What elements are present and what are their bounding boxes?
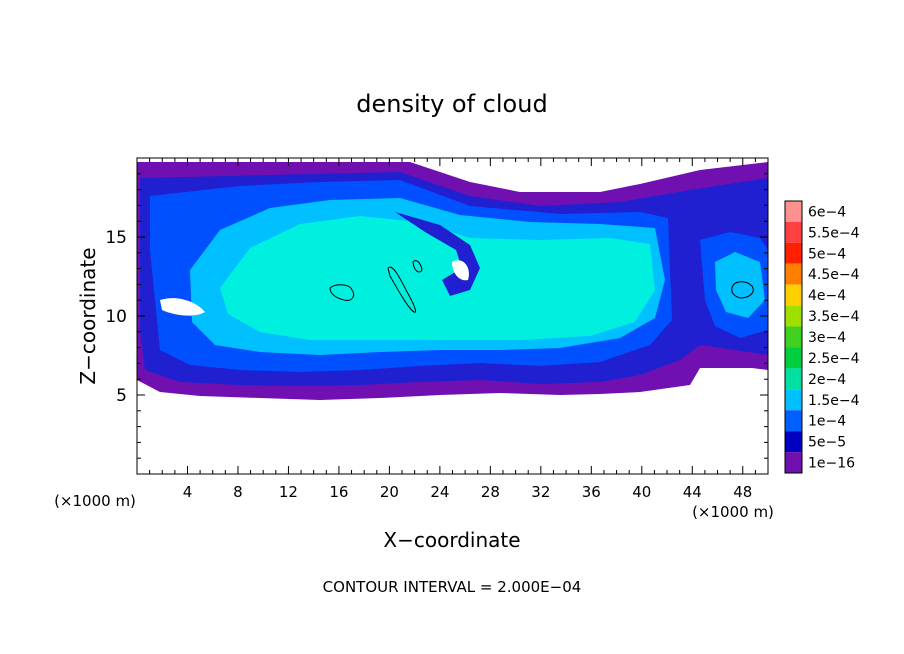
colorbar-label: 1e−16 [808,456,855,472]
colorbar-swatch [785,284,802,306]
colorbar-swatch [785,201,802,222]
colorbar-label: 6e−4 [808,204,846,220]
colorbar-label: 4.5e−4 [808,267,860,283]
y-axis: 5 10 15 [105,173,768,459]
colorbar-label: 5.5e−4 [808,225,860,241]
x-tick-label: 40 [632,483,651,501]
x-tick-label: 20 [380,483,399,501]
x-tick-label: 48 [733,483,752,501]
colorbar-label: 3e−4 [808,330,846,346]
x-axis: 4 8 12 16 20 24 28 32 36 40 44 48 [149,158,756,501]
x-tick-label: 44 [683,483,702,501]
left-gap [160,298,205,316]
colorbar-label: 2.5e−4 [808,351,860,367]
colorbar-swatch [785,452,802,473]
x-tick-label: 24 [430,483,449,501]
contour-field [137,158,768,474]
colorbar-label: 1.5e−4 [808,393,860,409]
colorbar-label: 5e−5 [808,435,846,451]
colorbar-label: 2e−4 [808,372,846,388]
colorbar-swatch [785,242,802,264]
colorbar-swatch [785,305,802,327]
contour-line-2 [387,266,417,313]
colorbar-swatch [785,389,802,411]
colorbar-swatch [785,263,802,285]
x-axis-label: X−coordinate [383,528,520,552]
right-plume-core [715,252,765,318]
contour-line-1 [329,284,355,301]
colorbar: 6e−4 5.5e−4 5e−4 4.5e−4 4e−4 3.5e−4 3e−4 2.5e−4… [784,200,860,474]
x-tick-label: 28 [481,483,500,501]
colorbar-swatch [785,347,802,369]
x-tick-label: 8 [233,483,243,501]
x-tick-label: 32 [531,483,550,501]
center-gap [452,260,469,281]
colorbar-swatch [785,221,802,243]
x-tick-label: 16 [329,483,348,501]
y-tick-label: 10 [105,307,127,327]
colorbar-label: 5e−4 [808,246,846,262]
contour-level-2e-4 [220,216,655,340]
colorbar-swatch [785,410,802,432]
contour-interval-note: CONTOUR INTERVAL = 2.000E−04 [323,578,582,596]
colorbar-swatch [785,368,802,390]
contour-line-4 [731,281,754,299]
x-unit-right: (×1000 m) [692,503,774,521]
x-tick-label: 12 [279,483,298,501]
colorbar-frame [784,200,803,474]
y-axis-label: Z−coordinate [76,247,100,384]
colorbar-label: 3.5e−4 [808,309,860,325]
colorbar-swatch [785,326,802,348]
y-tick-label: 15 [105,228,127,248]
x-unit-left: (×1000 m) [54,492,136,510]
x-tick-label: 4 [183,483,193,501]
colorbar-label: 1e−4 [808,414,846,430]
contour-line-3 [412,260,423,273]
colorbar-label: 4e−4 [808,288,846,304]
y-tick-label: 5 [116,386,127,406]
x-tick-label: 36 [582,483,601,501]
chart-title: density of cloud [356,90,547,118]
colorbar-swatch [785,431,802,453]
